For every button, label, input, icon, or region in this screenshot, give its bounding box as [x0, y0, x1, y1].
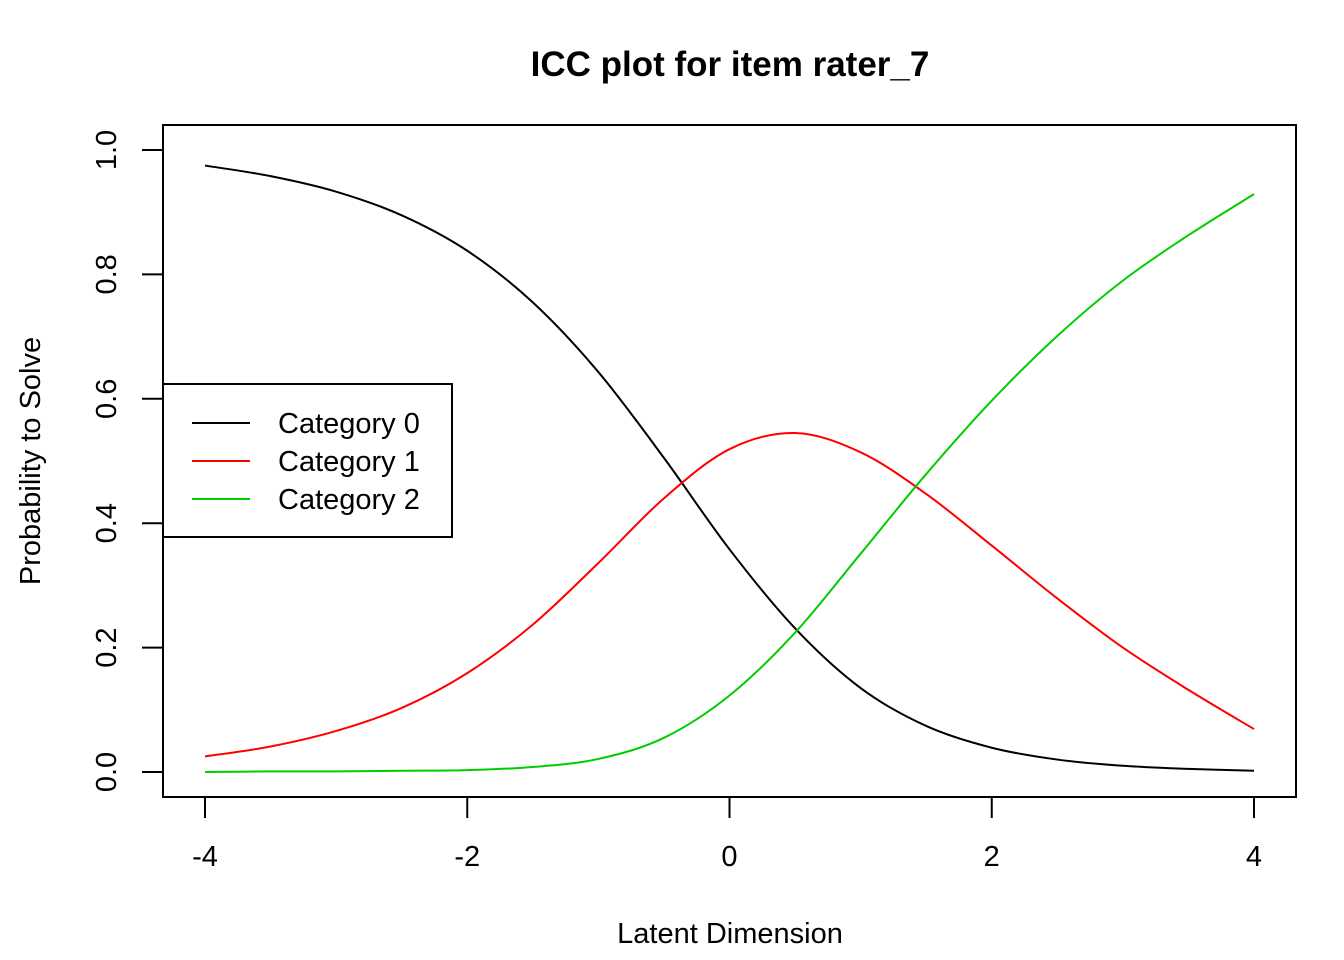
x-tick-label: 2: [984, 841, 1000, 873]
legend-label-category-2: Category 2: [278, 484, 420, 516]
series-line-category-2: [204, 193, 1255, 773]
y-tick-label: 0.8: [91, 254, 123, 294]
x-tick-label: -2: [454, 841, 480, 873]
y-tick-label: 0.2: [91, 627, 123, 667]
y-tick-label: 0.0: [91, 752, 123, 792]
legend-label-category-0: Category 0: [278, 408, 420, 440]
series-line-category-1: [204, 432, 1255, 758]
series-layer: [204, 164, 1255, 773]
x-tick-label: 4: [1246, 841, 1262, 873]
y-axis: 0.0 0.2 0.4 0.6 0.8 1.0: [91, 130, 163, 792]
x-tick-label: -4: [192, 841, 218, 873]
legend-box: [162, 383, 453, 538]
chart-title: ICC plot for item rater_7: [531, 45, 930, 84]
y-tick-label: 0.4: [91, 503, 123, 543]
y-tick-label: 1.0: [91, 130, 123, 170]
legend: Category 0 Category 1 Category 2: [162, 383, 453, 538]
legend-label-category-1: Category 1: [278, 446, 420, 478]
x-axis: -4 -2 0 2 4: [192, 797, 1262, 873]
x-axis-title: Latent Dimension: [617, 918, 843, 950]
y-axis-title: Probability to Solve: [15, 337, 47, 585]
y-tick-label: 0.6: [91, 379, 123, 419]
x-tick-label: 0: [721, 841, 737, 873]
series-line-category-0: [204, 164, 1255, 772]
